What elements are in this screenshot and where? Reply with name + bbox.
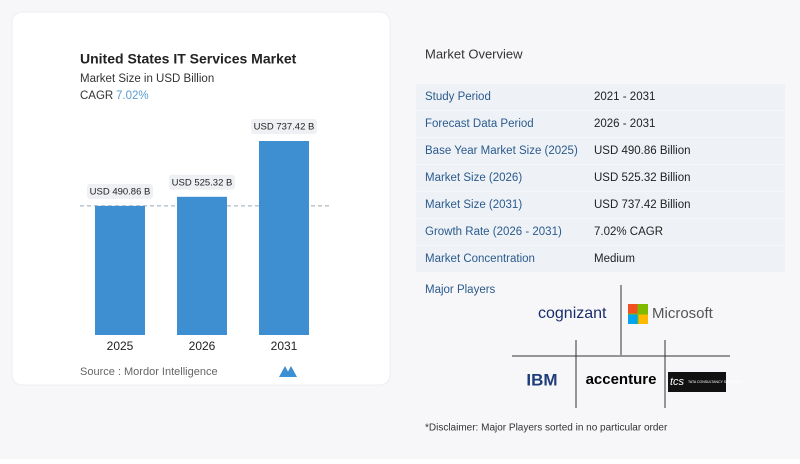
value-label-box [169,174,235,190]
x-tick-label: 2026 [189,339,216,353]
bar [259,141,309,335]
table-row [416,246,785,272]
logo-grid [512,285,730,408]
row-label: Forecast Data Period [425,118,534,130]
player-logo: tcs [670,376,685,388]
x-tick-label: 2031 [271,339,298,353]
row-value: USD 525.32 Billion [594,172,691,184]
value-label-box [251,119,317,134]
row-label: Study Period [425,91,491,103]
row-value: 2021 - 2031 [594,91,655,103]
player-logo: Microsoft [652,305,714,322]
value-label: USD 490.86 B [90,186,151,197]
table-row [416,192,785,218]
ms-icon [628,304,638,314]
row-label: Growth Rate (2026 - 2031) [425,226,562,238]
row-label: Base Year Market Size (2025) [425,145,578,157]
logo [279,366,297,377]
disclaimer: *Disclaimer: Major Players sorted in no … [425,423,668,434]
cagr-label: CAGR [80,90,113,102]
row-value: Medium [594,253,635,265]
table-row [416,219,785,245]
value-label: USD 737.42 B [254,122,315,133]
row-value: 2026 - 2031 [594,118,655,130]
row-value: USD 490.86 Billion [594,145,691,157]
player-logo: IBM [526,370,557,389]
chart-subtitle: Market Size in USD Billion [80,73,214,85]
player-logo: cognizant [538,305,607,322]
value-label-box [87,183,153,199]
value-label: USD 525.32 B [172,177,233,188]
bar [95,205,145,335]
table-row [416,111,785,137]
players-title: Major Players [425,284,496,296]
bar [177,196,227,335]
x-tick-label: 2025 [107,339,134,353]
table-row [416,84,785,110]
table-row [416,138,785,164]
row-label: Market Concentration [425,253,535,265]
overview-title: Market Overview [425,46,523,61]
ms-icon [628,314,638,324]
row-value: 7.02% CAGR [594,226,663,238]
tcs-box [668,372,726,392]
chart-title: United States IT Services Market [80,51,297,67]
ms-icon [638,314,648,324]
row-value: USD 737.42 Billion [594,199,691,211]
player-logo: accenture [586,371,657,388]
source: Source : Mordor Intelligence [80,366,218,378]
row-label: Market Size (2031) [425,199,522,211]
table-row [416,165,785,191]
player-logo: TATA CONSULTANCY SERVICES [688,380,742,384]
row-label: Market Size (2026) [425,172,522,184]
cagr-value: 7.02% [116,90,149,102]
